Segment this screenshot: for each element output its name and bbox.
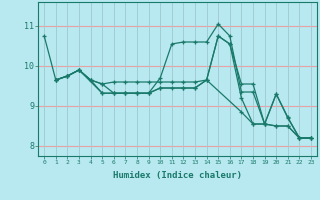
X-axis label: Humidex (Indice chaleur): Humidex (Indice chaleur) [113, 171, 242, 180]
